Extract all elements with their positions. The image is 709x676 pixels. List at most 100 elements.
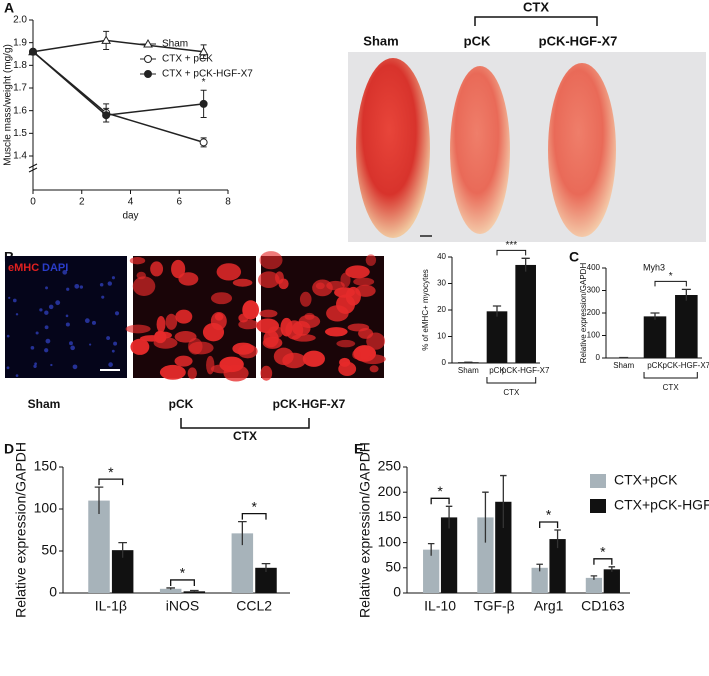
texture xyxy=(111,276,115,280)
y-tick-label: 10 xyxy=(437,332,446,341)
significance-bracket xyxy=(593,558,613,565)
y-tick-label: 1.8 xyxy=(13,60,27,71)
bar xyxy=(515,264,536,363)
y-tick-label: 50 xyxy=(41,542,57,558)
legend-swatch xyxy=(590,474,606,488)
legend-marker xyxy=(144,55,152,63)
x-tick-label: 2 xyxy=(79,197,85,208)
y-tick-label: 0 xyxy=(442,358,447,367)
bracket xyxy=(180,418,310,429)
texture xyxy=(48,304,54,310)
significance-label: * xyxy=(180,565,186,581)
marker xyxy=(29,47,37,56)
texture xyxy=(113,341,118,346)
error-bar xyxy=(190,589,199,593)
photo-label: pCK-HGF-X7 xyxy=(539,33,618,48)
texture xyxy=(365,254,377,266)
y-tick-label: 200 xyxy=(587,308,601,317)
significance-label: * xyxy=(251,498,257,514)
texture xyxy=(267,326,284,339)
y-tick-label: 0 xyxy=(49,584,57,600)
texture xyxy=(6,366,10,370)
legend-label: Sham xyxy=(162,39,188,50)
bracket xyxy=(474,16,598,26)
significance-label: * xyxy=(437,483,443,499)
texture xyxy=(210,311,227,331)
x-tick-label: 4 xyxy=(128,197,134,208)
texture xyxy=(369,365,379,373)
significance-bracket xyxy=(170,579,195,586)
error-bar xyxy=(590,575,598,580)
significance-bracket xyxy=(539,521,559,528)
y-tick-label: 100 xyxy=(34,500,58,516)
texture xyxy=(353,277,375,286)
texture xyxy=(232,278,253,287)
micrograph-panel: eMHC DAPI Sham pCK pCK-HGF-X7 CTX xyxy=(5,251,386,443)
photo-label: Sham xyxy=(363,33,398,48)
error-bar xyxy=(650,312,660,320)
texture xyxy=(89,343,92,346)
legend-marker xyxy=(144,70,152,78)
x-tick-label: CCL2 xyxy=(236,598,272,614)
y-tick-label: 100 xyxy=(587,331,601,340)
texture xyxy=(273,347,294,366)
texture xyxy=(65,322,70,327)
x-axis-label: day xyxy=(122,211,138,222)
x-tick-label: 8 xyxy=(225,197,231,208)
texture xyxy=(259,251,283,270)
significance-label: * xyxy=(546,507,552,523)
texture xyxy=(345,265,370,279)
texture xyxy=(174,331,197,343)
bar xyxy=(159,588,182,593)
texture xyxy=(55,300,61,306)
line xyxy=(32,51,204,144)
texture xyxy=(188,338,203,355)
texture xyxy=(6,334,10,338)
bar xyxy=(231,533,254,593)
texture xyxy=(107,281,113,286)
marker xyxy=(102,111,111,120)
x-tick-label: 0 xyxy=(30,197,36,208)
panel-label: D xyxy=(4,441,14,457)
texture xyxy=(260,365,273,381)
y-tick-label: 0 xyxy=(393,584,401,600)
texture xyxy=(74,283,80,289)
texture xyxy=(132,276,156,297)
y-tick-label: 1.4 xyxy=(13,151,27,162)
texture xyxy=(106,336,111,341)
error-bar xyxy=(94,486,104,515)
error-bar xyxy=(238,520,247,546)
significance-bracket xyxy=(241,512,267,520)
texture xyxy=(39,308,43,312)
error-bar xyxy=(521,257,530,272)
texture xyxy=(292,320,311,336)
marker xyxy=(199,99,208,108)
bar xyxy=(603,569,620,593)
x-tick-label: IL-1β xyxy=(95,598,127,614)
micrograph-label: pCK-HGF-X7 xyxy=(273,397,346,411)
bar xyxy=(88,500,110,593)
y-axis-label: Relative expression/GAPDH xyxy=(13,442,29,618)
texture xyxy=(129,257,146,265)
texture xyxy=(156,315,166,333)
significance-label: *** xyxy=(505,240,517,251)
y-tick-label: 1.9 xyxy=(13,37,27,48)
y-tick-label: 250 xyxy=(378,458,402,474)
texture xyxy=(114,311,120,316)
error-bar xyxy=(445,505,453,529)
y-tick-label: 300 xyxy=(587,286,601,295)
marker xyxy=(199,138,208,147)
texture xyxy=(62,269,68,275)
error-bar xyxy=(261,562,271,572)
texture xyxy=(299,291,312,307)
error-bar xyxy=(427,542,435,556)
texture xyxy=(150,261,164,277)
y-axis-label: Relative expression/GAPDH xyxy=(357,442,373,618)
texture xyxy=(336,339,356,348)
x-tick-label: CD163 xyxy=(581,598,625,614)
texture xyxy=(66,287,70,291)
texture xyxy=(175,309,193,324)
bar xyxy=(183,591,206,593)
